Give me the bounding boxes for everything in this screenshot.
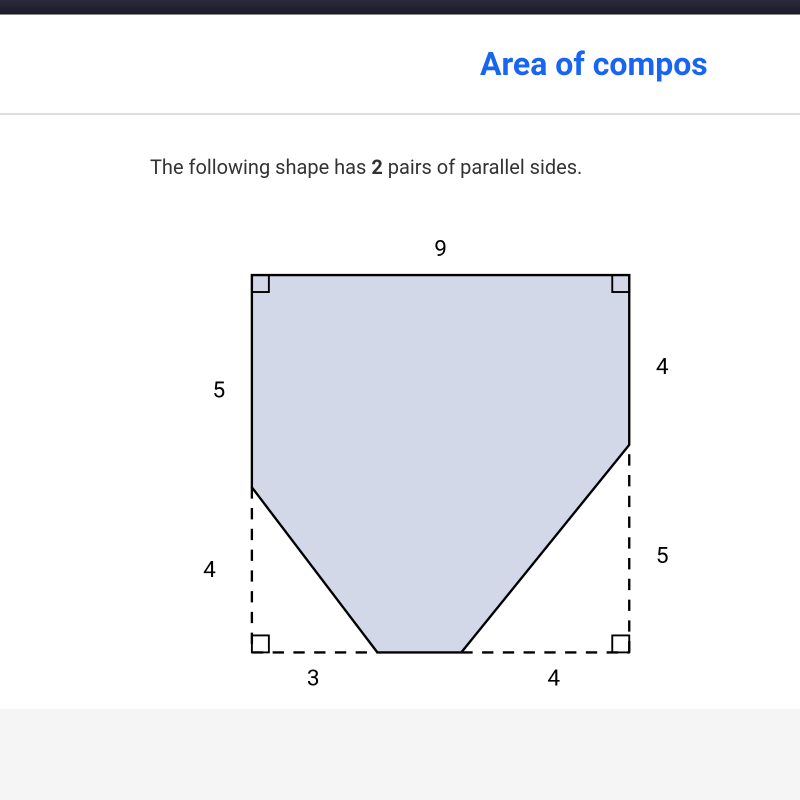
description-suffix: pairs of parallel sides. [383, 155, 583, 179]
label-right-upper: 4 [656, 353, 669, 380]
label-right-lower: 5 [656, 542, 669, 569]
geometry-figure: 9 5 4 4 5 3 4 [170, 209, 730, 709]
label-top: 9 [434, 235, 447, 262]
label-left-upper: 5 [213, 377, 226, 404]
description-number: 2 [371, 155, 382, 179]
main-polygon [252, 275, 629, 652]
label-bottom-right: 4 [547, 664, 560, 691]
right-angle-bottom-left [252, 635, 269, 652]
label-bottom-left: 3 [307, 664, 320, 691]
figure-container: 9 5 4 4 5 3 4 [170, 209, 730, 709]
description-prefix: The following shape has [150, 155, 371, 179]
page-title: Area of compos [0, 45, 800, 83]
right-angle-bottom-right [612, 635, 629, 652]
title-section: Area of compos [0, 15, 800, 115]
label-left-lower: 4 [203, 556, 216, 583]
content-section: The following shape has 2 pairs of paral… [0, 115, 800, 709]
problem-description: The following shape has 2 pairs of paral… [150, 155, 770, 179]
browser-chrome-top [0, 0, 800, 15]
